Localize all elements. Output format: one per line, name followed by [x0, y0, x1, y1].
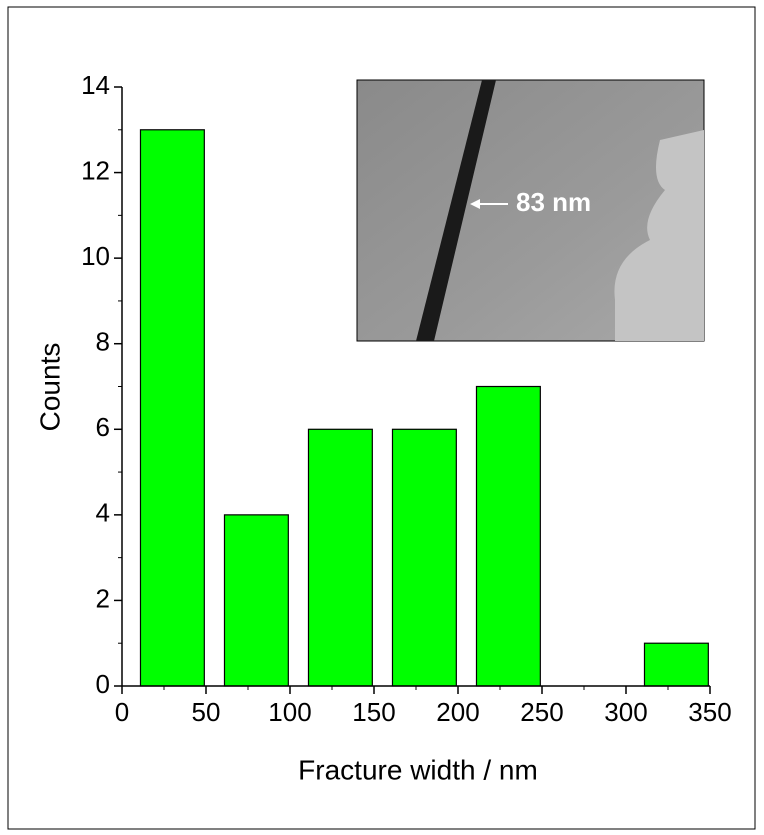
- x-tick-label: 0: [115, 697, 129, 727]
- y-tick-label: 8: [96, 327, 110, 357]
- y-tick-label: 6: [96, 412, 110, 442]
- y-tick-label: 0: [96, 669, 110, 699]
- x-tick-label: 250: [520, 697, 563, 727]
- y-tick-label: 4: [96, 498, 110, 528]
- x-tick-label: 350: [688, 697, 731, 727]
- x-tick-label: 300: [604, 697, 647, 727]
- bar: [392, 429, 456, 686]
- y-tick-label: 10: [81, 241, 110, 271]
- x-axis-title: Fracture width / nm: [298, 754, 538, 785]
- x-tick-label: 50: [192, 697, 221, 727]
- chart: Counts Fracture width / nm 0 2 4 6 8 10 12 14 0 5…: [0, 0, 764, 835]
- y-tick-label: 12: [81, 155, 110, 185]
- x-tick-label: 200: [436, 697, 479, 727]
- x-tick-label: 100: [268, 697, 311, 727]
- inset-image: 83 nm: [357, 80, 704, 341]
- annotation: 83 nm: [516, 187, 591, 217]
- bar: [476, 387, 540, 687]
- x-tick-label: 150: [352, 697, 395, 727]
- bar: [644, 643, 708, 686]
- y-tick-label: 2: [96, 583, 110, 613]
- bar: [140, 130, 204, 686]
- bar: [224, 515, 288, 686]
- y-tick-label: 14: [81, 70, 110, 100]
- y-axis-title: Counts: [34, 343, 65, 432]
- bar: [308, 429, 372, 686]
